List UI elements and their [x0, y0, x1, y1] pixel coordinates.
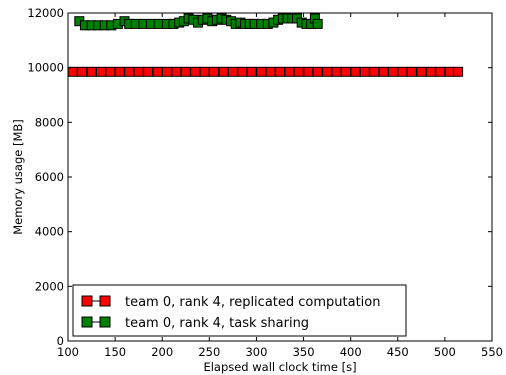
data-point — [303, 66, 314, 77]
x-tick-label: 200 — [151, 345, 173, 359]
y-tick-label: 10000 — [27, 61, 64, 75]
data-point — [312, 18, 323, 29]
data-point — [218, 66, 229, 77]
data-point — [416, 66, 427, 77]
data-point — [388, 66, 399, 77]
legend-label-replicated: team 0, rank 4, replicated computation — [125, 295, 381, 310]
series-layer — [67, 13, 464, 77]
data-point — [406, 66, 417, 77]
legend-marker-replicated — [99, 295, 111, 307]
data-point — [152, 66, 163, 77]
data-point — [105, 66, 116, 77]
data-point — [133, 66, 144, 77]
y-tick-label: 4000 — [35, 225, 64, 239]
data-point — [246, 66, 257, 77]
y-tick-label: 6000 — [35, 170, 64, 184]
x-axis-label: Elapsed wall clock time [s] — [203, 360, 356, 374]
data-point — [124, 66, 135, 77]
data-point — [227, 66, 238, 77]
data-point — [284, 66, 295, 77]
data-point — [350, 66, 361, 77]
data-point — [161, 66, 172, 77]
legend: team 0, rank 4, replicated computation t… — [72, 284, 407, 337]
data-point — [114, 66, 125, 77]
data-point — [199, 66, 210, 77]
data-point — [397, 66, 408, 77]
x-tick-label: 500 — [434, 345, 456, 359]
x-tick-label: 250 — [198, 345, 220, 359]
x-tick-label: 400 — [340, 345, 362, 359]
legend-marker-task-sharing — [81, 316, 93, 328]
data-point — [369, 66, 380, 77]
legend-marker-replicated — [81, 295, 93, 307]
data-point — [86, 66, 97, 77]
legend-marker-task-sharing — [99, 316, 111, 328]
data-point — [331, 66, 342, 77]
data-point — [171, 66, 182, 77]
legend-label-task-sharing: team 0, rank 4, task sharing — [125, 316, 309, 331]
data-point — [322, 66, 333, 77]
data-point — [77, 66, 88, 77]
data-point — [453, 66, 464, 77]
data-point — [67, 66, 78, 77]
x-tick-label: 150 — [104, 345, 126, 359]
data-point — [425, 66, 436, 77]
data-point — [293, 66, 304, 77]
y-tick-label: 2000 — [35, 279, 64, 293]
x-tick-label: 450 — [387, 345, 409, 359]
data-point — [275, 66, 285, 77]
data-point — [256, 66, 267, 77]
data-point — [312, 66, 323, 77]
data-point — [190, 66, 201, 77]
x-tick-label: 350 — [293, 345, 315, 359]
legend-box — [72, 284, 407, 337]
data-point — [265, 66, 276, 77]
data-point — [209, 66, 219, 77]
data-point — [341, 66, 351, 77]
y-axis-label: Memory usage [MB] — [11, 119, 25, 235]
y-tick-label: 0 — [57, 334, 64, 348]
x-tick-label: 550 — [481, 345, 503, 359]
ticks-layer: 100 150 200 250 300 350 400 450 500 550 0 2000 4000 6… — [27, 6, 503, 359]
data-point — [444, 66, 455, 77]
data-point — [378, 66, 389, 77]
data-point — [96, 66, 106, 77]
y-tick-label: 8000 — [35, 115, 64, 129]
data-point — [359, 66, 370, 77]
y-tick-label: 12000 — [27, 6, 64, 20]
data-point — [143, 66, 154, 77]
data-point — [153, 18, 164, 29]
legend-entry-replicated: team 0, rank 4, replicated computation — [81, 295, 381, 310]
data-point — [180, 66, 191, 77]
x-tick-label: 300 — [245, 345, 267, 359]
data-point — [435, 66, 446, 77]
legend-entry-task-sharing: team 0, rank 4, task sharing — [81, 316, 309, 331]
data-point — [237, 66, 248, 77]
x-tick-label: 100 — [57, 345, 79, 359]
